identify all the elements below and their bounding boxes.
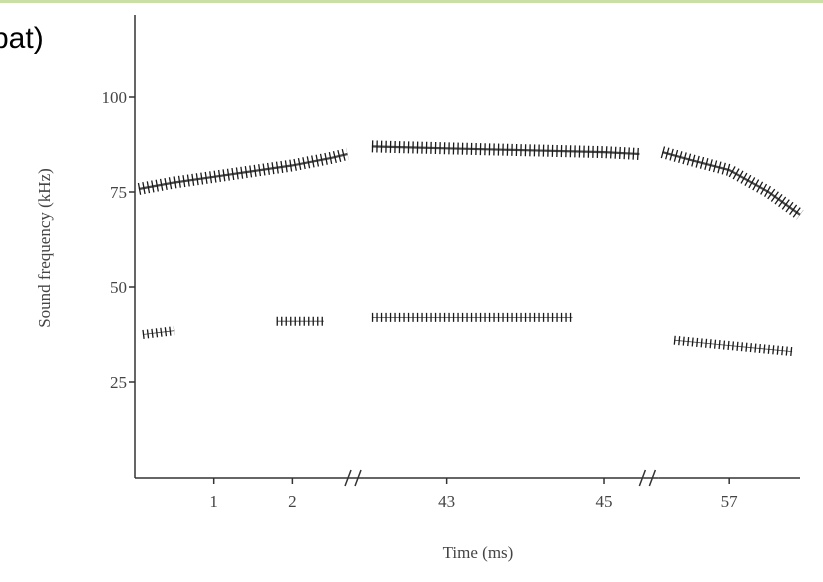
- y-tick-label: 25: [110, 373, 127, 392]
- x-tick-label: 57: [721, 492, 739, 511]
- x-axis-label: Time (ms): [443, 543, 514, 562]
- y-tick-label: 100: [102, 88, 128, 107]
- axis-break: [638, 469, 647, 487]
- x-tick-label: 1: [209, 492, 218, 511]
- y-tick-label: 50: [110, 278, 127, 297]
- y-tick-label: 75: [110, 183, 127, 202]
- x-tick-label: 43: [438, 492, 455, 511]
- harmonic-core: [138, 145, 801, 216]
- harmonic-trace: [137, 140, 804, 220]
- harmonic-core: [142, 317, 793, 352]
- axis-break: [344, 469, 352, 487]
- x-axis: [135, 469, 800, 487]
- x-tick-label: 45: [596, 492, 613, 511]
- x-tick-label: 2: [288, 492, 297, 511]
- top-rule: [0, 0, 823, 3]
- harmonic-trace: [142, 312, 793, 357]
- chart-title: bat): [0, 22, 44, 55]
- y-axis-label: Sound frequency (kHz): [35, 168, 54, 328]
